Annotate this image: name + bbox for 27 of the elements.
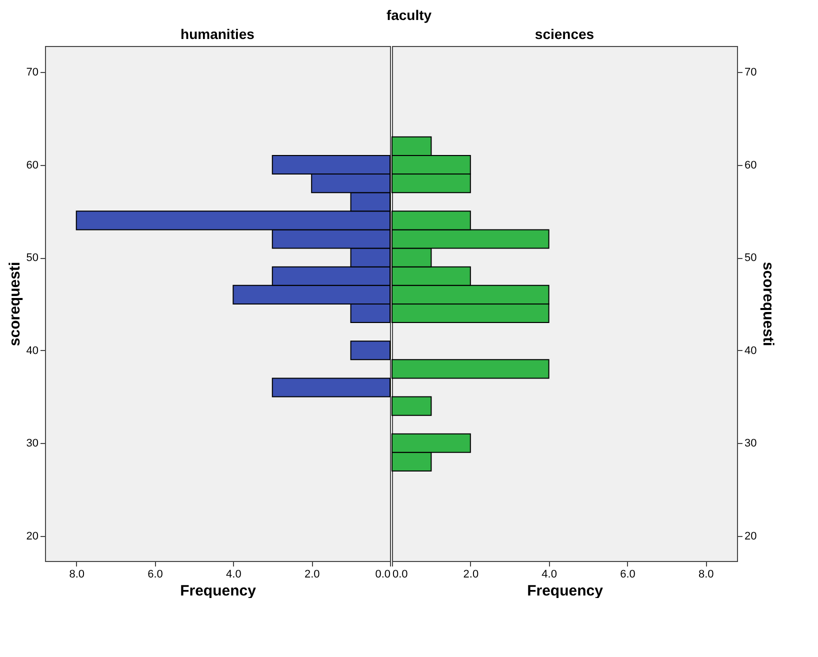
x-tick-label: 0.0	[375, 568, 390, 580]
y-tick-label: 20	[744, 530, 757, 542]
x-tick-label: 8.0	[698, 568, 714, 580]
x-tick-label: 8.0	[69, 568, 85, 580]
x-tick-label: 2.0	[463, 568, 479, 580]
y-tick-label: 50	[744, 252, 757, 264]
x-tick-label: 6.0	[620, 568, 636, 580]
y-tick-label: 60	[26, 159, 38, 172]
chart-title: sciences	[534, 26, 594, 42]
text: faculty	[386, 7, 432, 23]
x-tick-label: 2.0	[304, 568, 320, 580]
x-tick-label: 0.0	[392, 568, 408, 580]
y-tick-label: 40	[26, 344, 38, 357]
y-axis-title: scorequesti	[6, 262, 24, 346]
y-tick-label: 70	[26, 66, 38, 78]
y-tick-label: 30	[26, 438, 38, 450]
chart-title: humanities	[180, 26, 255, 42]
x-tick-label: 6.0	[148, 568, 163, 580]
y-tick-label: 30	[744, 438, 757, 450]
y-tick-label: 40	[744, 344, 757, 357]
x-tick-label: 4.0	[542, 568, 557, 580]
y-axis-title: scorequesti	[760, 262, 777, 346]
y-tick-label: 20	[26, 530, 38, 542]
x-tick-label: 4.0	[226, 568, 242, 580]
y-tick-label: 70	[744, 66, 757, 78]
y-tick-label: 60	[744, 159, 757, 172]
y-tick-label: 50	[26, 252, 38, 264]
